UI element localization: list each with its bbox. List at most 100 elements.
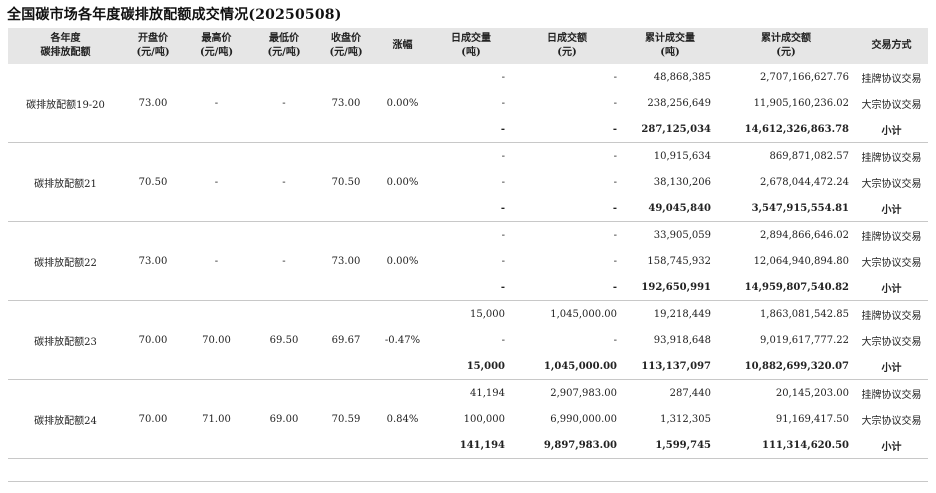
page-title: 全国碳市场各年度碳排放配额成交情况(20250508) bbox=[7, 7, 342, 23]
table-row: 碳排放配额19-20 73.00- -73.00 0.00% - -48,868,385 2… bbox=[8, 64, 928, 143]
daily-volume: - bbox=[501, 150, 505, 162]
cumulative-amount: 3,547,915,554.81 bbox=[717, 195, 855, 222]
daily-amount: 1,045,000.00 bbox=[511, 353, 623, 380]
header-label: 日成交额 bbox=[547, 33, 587, 44]
low-price: 69.50 bbox=[250, 300, 318, 380]
daily-amount: - bbox=[613, 229, 617, 241]
cumulative-volume: 1,599,745 bbox=[623, 432, 717, 459]
cumulative-volume: 19,218,449 bbox=[653, 308, 711, 320]
header-label: 交易方式 bbox=[871, 40, 912, 51]
change-percent: -0.47% bbox=[374, 300, 431, 380]
low-price: - bbox=[250, 64, 318, 143]
cumulative-volume: 287,125,034 bbox=[623, 116, 717, 143]
table-body: 碳排放配额19-20 73.00- -73.00 0.00% - -48,868,385 2… bbox=[8, 64, 928, 459]
header-open-price: 开盘价 (元/吨) bbox=[123, 28, 183, 64]
close-price: 70.59 bbox=[318, 379, 374, 459]
daily-volume: - bbox=[501, 255, 505, 267]
open-price: 70.00 bbox=[123, 379, 183, 459]
header-unit: (吨) bbox=[461, 47, 481, 58]
cumulative-volume: 10,915,634 bbox=[653, 150, 711, 162]
header-year-allowance: 各年度 碳排放配额 bbox=[8, 28, 123, 64]
daily-amount: - bbox=[613, 255, 617, 267]
cumulative-volume: 1,312,305 bbox=[660, 413, 711, 425]
cumulative-volume: 192,650,991 bbox=[623, 274, 717, 301]
open-price: 70.00 bbox=[123, 300, 183, 380]
daily-amount: 2,907,983.00 bbox=[550, 387, 617, 399]
header-high-price: 最高价 (元/吨) bbox=[183, 28, 250, 64]
allowance-name: 碳排放配额21 bbox=[8, 142, 123, 222]
subtotal-row: 141,194 9,897,983.00 1,599,745 111,314,620.… bbox=[8, 432, 928, 459]
header-low-price: 最低价 (元/吨) bbox=[250, 28, 318, 64]
trade-method: 大宗协议交易 bbox=[861, 336, 922, 348]
daily-amount: - bbox=[613, 176, 617, 188]
open-price: 73.00 bbox=[123, 221, 183, 301]
open-price: 70.50 bbox=[123, 142, 183, 222]
subtotal-row: - -287,125,034 14,612,326,863.78 小计 bbox=[8, 116, 928, 143]
subtotal-row: 15,000 1,045,000.00 113,137,097 10,882,699,… bbox=[8, 353, 928, 380]
trade-method: 挂牌协议交易 bbox=[861, 231, 922, 243]
high-price: 70.00 bbox=[183, 300, 250, 380]
header-daily-volume: 日成交量 (吨) bbox=[431, 28, 511, 64]
header-unit: (元) bbox=[557, 47, 577, 58]
table-header-row: 各年度 碳排放配额 开盘价 (元/吨) 最高价 (元/吨) 最低价 (元/吨) 收盘价 (元/吨)… bbox=[8, 28, 928, 64]
change-percent: 0.84% bbox=[374, 379, 431, 459]
change-percent: 0.00% bbox=[374, 221, 431, 301]
cumulative-amount: 111,314,620.50 bbox=[717, 432, 855, 459]
daily-amount: - bbox=[613, 71, 617, 83]
cumulative-volume: 287,440 bbox=[669, 387, 711, 399]
header-unit: (吨) bbox=[660, 47, 680, 58]
trade-method: 挂牌协议交易 bbox=[861, 73, 922, 85]
daily-amount: - bbox=[511, 116, 623, 143]
low-price: - bbox=[250, 221, 318, 301]
daily-volume: - bbox=[501, 229, 505, 241]
table-row: - - 38,130,206 2,678,044,472.24 大宗协议交易 bbox=[8, 169, 928, 195]
subtotal-row: - -49,045,840 3,547,915,554.81 小计 bbox=[8, 195, 928, 222]
trade-method: 小计 bbox=[855, 116, 928, 143]
header-label: 累计成交量 bbox=[645, 33, 695, 44]
header-close-price: 收盘价 (元/吨) bbox=[318, 28, 374, 64]
daily-amount: - bbox=[613, 150, 617, 162]
low-price: - bbox=[250, 142, 318, 222]
header-cumulative-volume: 累计成交量 (吨) bbox=[623, 28, 717, 64]
cumulative-volume: 38,130,206 bbox=[653, 176, 711, 188]
table-row: - - 93,918,648 9,019,617,777.22 大宗协议交易 bbox=[8, 327, 928, 353]
header-unit: (元/吨) bbox=[199, 47, 234, 58]
header-cumulative-amount: 累计成交额 (元) bbox=[717, 28, 855, 64]
close-price: 73.00 bbox=[318, 64, 374, 143]
cumulative-amount: 2,678,044,472.24 bbox=[759, 176, 849, 188]
trade-method: 大宗协议交易 bbox=[861, 99, 922, 111]
cumulative-volume: 238,256,649 bbox=[647, 97, 711, 109]
header-label: 最低价 bbox=[269, 33, 299, 44]
daily-amount: 9,897,983.00 bbox=[511, 432, 623, 459]
header-unit: (元/吨) bbox=[267, 47, 301, 58]
open-price: 73.00 bbox=[123, 64, 183, 143]
daily-volume: - bbox=[431, 195, 511, 222]
daily-amount: 1,045,000.00 bbox=[550, 308, 617, 320]
change-percent: 0.00% bbox=[374, 64, 431, 143]
close-price: 70.50 bbox=[318, 142, 374, 222]
cumulative-amount: 14,959,807,540.82 bbox=[717, 274, 855, 301]
daily-volume: - bbox=[501, 334, 505, 346]
daily-amount: - bbox=[613, 97, 617, 109]
header-label: 日成交量 bbox=[451, 33, 491, 44]
cumulative-amount: 2,894,866,646.02 bbox=[759, 229, 849, 241]
daily-amount: - bbox=[511, 274, 623, 301]
cumulative-volume: 158,745,932 bbox=[647, 255, 711, 267]
trade-method: 小计 bbox=[855, 195, 928, 222]
cumulative-amount: 2,707,166,627.76 bbox=[759, 71, 849, 83]
cumulative-volume: 33,905,059 bbox=[653, 229, 711, 241]
header-unit: (元) bbox=[776, 47, 796, 58]
daily-volume: 100,000 bbox=[463, 413, 505, 425]
header-unit: (元/吨) bbox=[136, 47, 170, 58]
cumulative-volume: 93,918,648 bbox=[653, 334, 711, 346]
allowance-name: 碳排放配额23 bbox=[8, 300, 123, 380]
header-trade-method: 交易方式 bbox=[855, 28, 928, 64]
daily-volume: - bbox=[431, 274, 511, 301]
header-label: 涨幅 bbox=[392, 40, 413, 51]
high-price: - bbox=[183, 142, 250, 222]
cumulative-amount: 10,882,699,320.07 bbox=[717, 353, 855, 380]
daily-volume: - bbox=[501, 71, 505, 83]
trade-method: 挂牌协议交易 bbox=[861, 152, 922, 164]
table-row: - - 158,745,932 12,064,940,894.80 大宗协议交易 bbox=[8, 248, 928, 274]
table-row: - - 238,256,649 11,905,160,236.02 大宗协议交易 bbox=[8, 90, 928, 116]
